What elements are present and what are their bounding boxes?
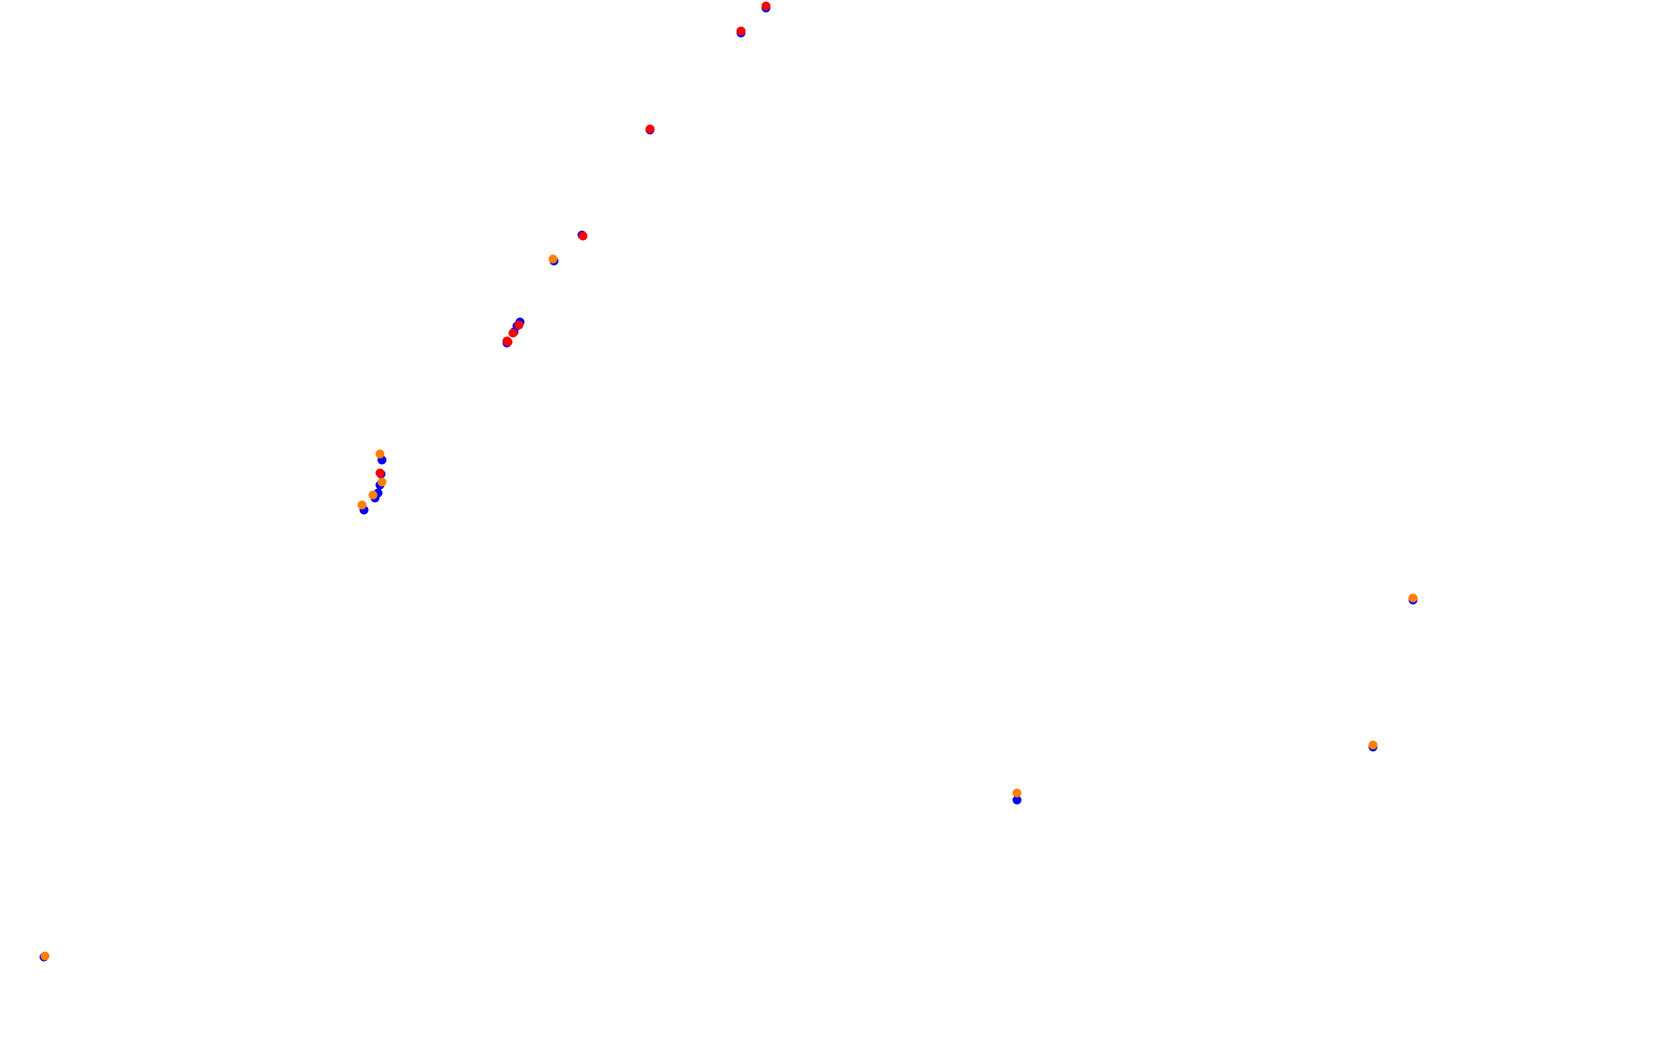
point-series-2-0 (761, 1, 771, 11)
point-series-2-3 (578, 231, 588, 241)
point-series-1-2 (368, 490, 378, 500)
point-series-1-3 (357, 500, 367, 510)
point-series-1-1 (377, 477, 387, 487)
point-series-1-4 (548, 254, 558, 264)
series-2 (375, 1, 771, 478)
series-0 (39, 3, 1418, 962)
point-series-1-8 (40, 951, 50, 961)
series-1 (40, 254, 1418, 961)
series-layer (39, 1, 1418, 962)
point-series-2-5 (508, 328, 518, 338)
point-series-2-2 (645, 124, 655, 134)
point-series-2-8 (375, 468, 385, 478)
point-series-2-1 (736, 26, 746, 36)
point-series-1-6 (1368, 740, 1378, 750)
point-series-2-7 (503, 337, 513, 347)
point-series-1-5 (1408, 593, 1418, 603)
point-series-1-7 (1012, 788, 1022, 798)
point-series-1-0 (375, 449, 385, 459)
point-series-0-17 (1012, 795, 1022, 805)
point-series-2-4 (514, 320, 524, 330)
